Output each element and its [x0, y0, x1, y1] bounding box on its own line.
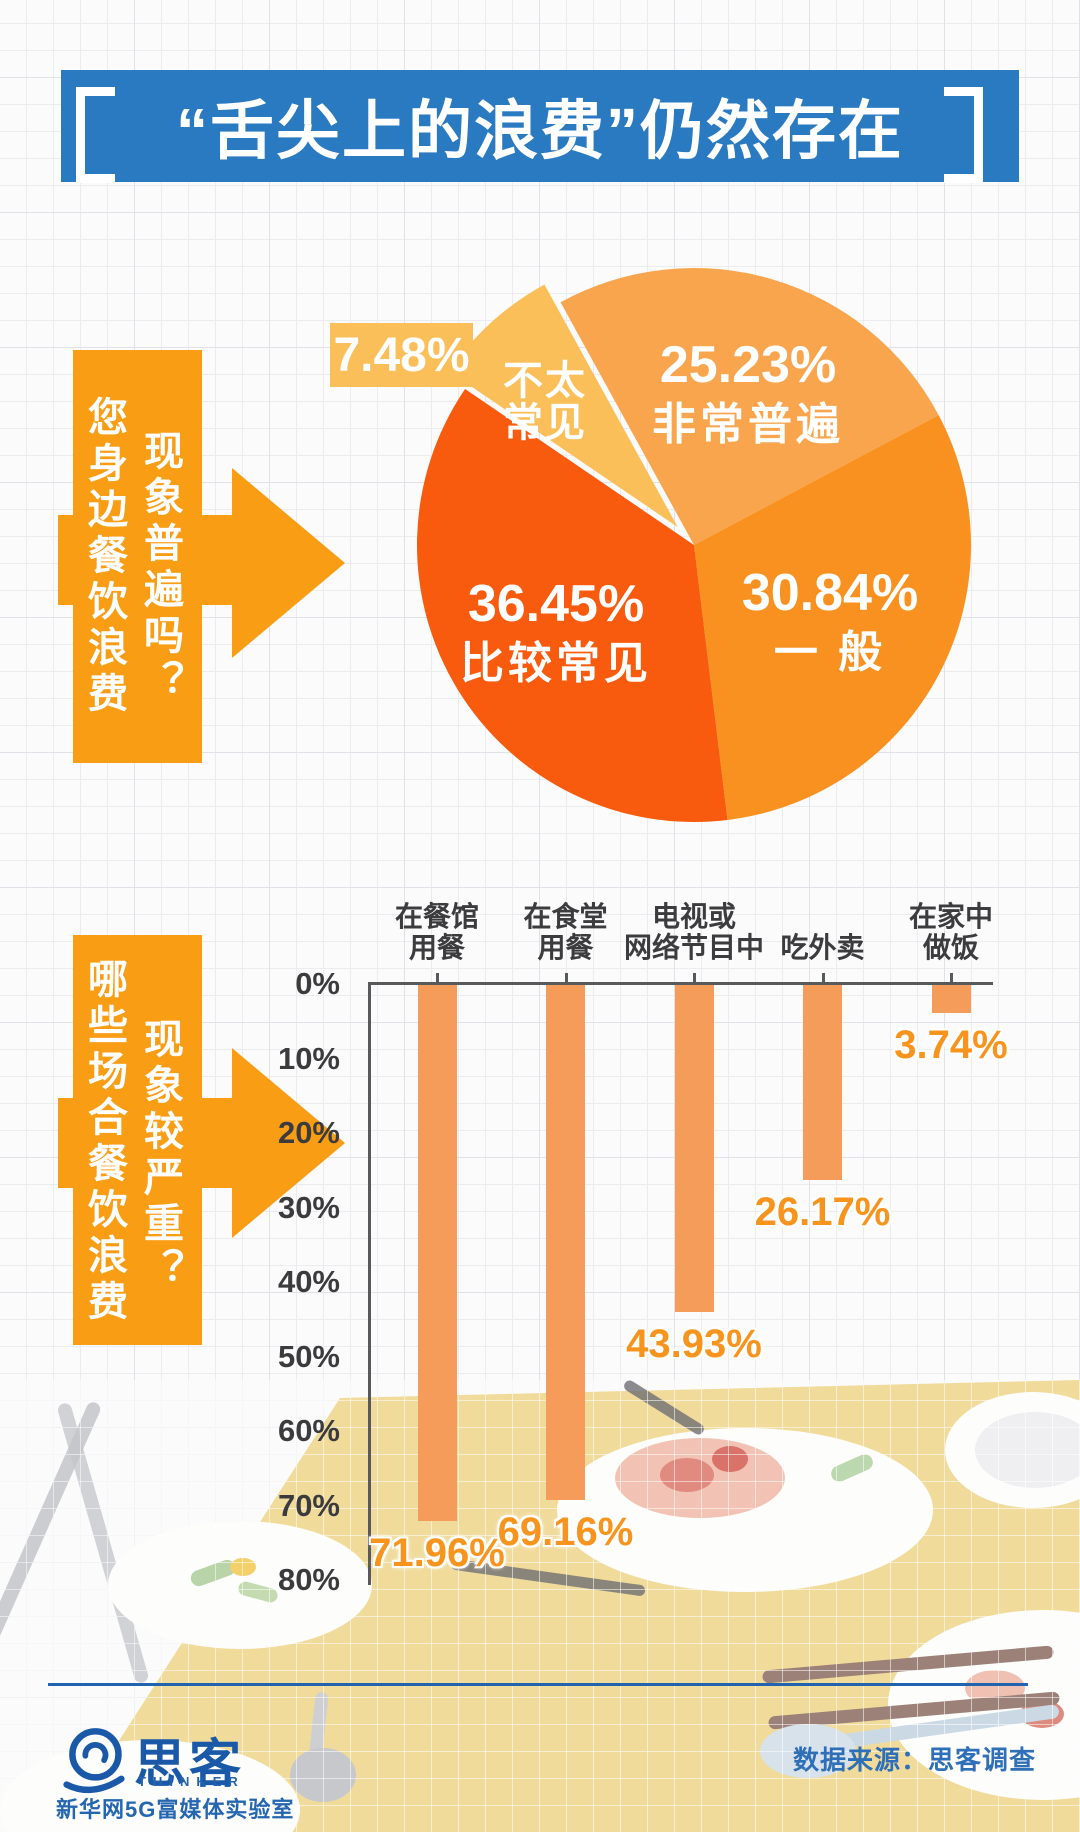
- pie-name-rare-line2: 常见: [503, 401, 587, 445]
- pie-name-fairly-common: 比较常见: [460, 638, 652, 688]
- y-axis-label-30: 30%: [277, 1189, 340, 1225]
- y-axis-label-60: 60%: [277, 1413, 340, 1448]
- bar-category-label-canteen: 在食堂 用餐: [466, 901, 666, 963]
- bar-value-label-takeout: 26.17%: [754, 1190, 891, 1234]
- bar-category-label-restaurant: 在餐馆 用餐: [337, 901, 537, 963]
- axis-tick-canteen: [564, 973, 568, 983]
- pie-label-average: 30.84% 一 般: [742, 564, 918, 678]
- pie-question-arrow-head: [232, 468, 345, 658]
- bar-category-label-takeout: 吃外卖: [723, 932, 923, 963]
- axis-tick-restaurant: [436, 973, 439, 983]
- pie-value-very-common: 25.23%: [659, 336, 837, 394]
- bar-category-line: 用餐: [408, 932, 465, 963]
- axis-tick-takeout: [821, 973, 825, 983]
- pie-label-fairly-common: 36.45% 比较常见: [460, 575, 652, 689]
- pie-name-rare-line1: 不太: [503, 359, 587, 403]
- bar-question-arrow-head: [232, 1048, 345, 1238]
- pie-name-average: 一 般: [773, 627, 887, 677]
- pie-value-rare: 7.48%: [333, 328, 470, 382]
- y-axis-label-40: 40%: [277, 1264, 340, 1299]
- bar-takeout: [803, 985, 842, 1180]
- right-bracket-decoration: [944, 87, 983, 183]
- y-axis-label-20: 20%: [277, 1115, 340, 1150]
- y-axis-label-50: 50%: [277, 1338, 340, 1374]
- pie-name-very-common: 非常普遍: [652, 399, 844, 449]
- bar-restaurant: [417, 985, 457, 1521]
- y-axis-line: [368, 982, 371, 1585]
- footer-divider-line: [48, 1683, 1028, 1686]
- bar-category-label-tv-online: 电视或 网络节目中: [594, 901, 794, 963]
- pie-label-rare: 不太 常见: [503, 360, 587, 444]
- pie-rare-callout-box: 7.48%: [330, 323, 473, 387]
- bar-category-line: 做饭: [922, 932, 979, 963]
- y-axis-label-70: 70%: [277, 1487, 340, 1523]
- left-bracket-decoration: [76, 87, 115, 183]
- bar-category-label-home: 在家中 做饭: [851, 901, 1051, 963]
- bar-category-line: 吃外卖: [780, 932, 865, 963]
- bar-question-arrow-band: [58, 1098, 232, 1188]
- grid-overlay: [0, 1380, 1080, 1832]
- pie-question-arrow-band: [58, 515, 232, 605]
- bar-category-line: 用餐: [537, 932, 594, 963]
- bar-question-column-2: 现象较严重？: [138, 1018, 182, 1294]
- y-axis-label-10: 10%: [277, 1040, 340, 1076]
- bar-category-line: 电视或: [651, 901, 736, 932]
- thinker-logo-english: THINKER: [138, 1774, 245, 1789]
- bar-value-label-canteen: 69.16%: [497, 1510, 634, 1554]
- thinker-logo-icon: [63, 1728, 125, 1794]
- pie-question-column-2: 现象普遍吗？: [138, 430, 182, 706]
- y-axis-label-0: 0%: [295, 966, 340, 1001]
- bar-category-line: 网络节目中: [623, 932, 764, 963]
- pie-value-average: 30.84%: [741, 564, 919, 622]
- bar-value-label-tv-online: 43.93%: [626, 1322, 762, 1366]
- bar-category-line: 在家中: [908, 901, 993, 932]
- bar-canteen: [546, 985, 585, 1500]
- logo-subtitle: 新华网5G富媒体实验室: [56, 1797, 295, 1822]
- bar-value-label-home: 3.74%: [894, 1023, 1008, 1067]
- header-banner: “舌尖上的浪费”仍然存在: [61, 70, 1019, 182]
- axis-tick-home: [950, 973, 953, 983]
- page-title: “舌尖上的浪费”仍然存在: [176, 95, 904, 167]
- bar-question-column-1: 哪些场合餐饮浪费: [82, 958, 126, 1326]
- bar-home: [931, 985, 971, 1013]
- axis-tick-tv-online: [693, 973, 696, 983]
- bar-tv-online: [674, 985, 714, 1312]
- y-axis-label-80: 80%: [277, 1562, 340, 1597]
- thinker-logo-chinese: 思客: [134, 1736, 245, 1794]
- bar-category-line: 在餐馆: [394, 901, 479, 932]
- pie-question-column-1: 您身边餐饮浪费: [82, 396, 126, 718]
- zero-axis-line: [368, 982, 993, 985]
- data-source-text: 数据来源：思客调查: [793, 1745, 1037, 1775]
- pie-value-fairly-common: 36.45%: [467, 575, 645, 633]
- bar-category-line: 在食堂: [523, 901, 608, 932]
- pie-label-very-common: 25.23% 非常普遍: [652, 336, 844, 450]
- bar-value-label-restaurant: 71.96%: [369, 1531, 505, 1575]
